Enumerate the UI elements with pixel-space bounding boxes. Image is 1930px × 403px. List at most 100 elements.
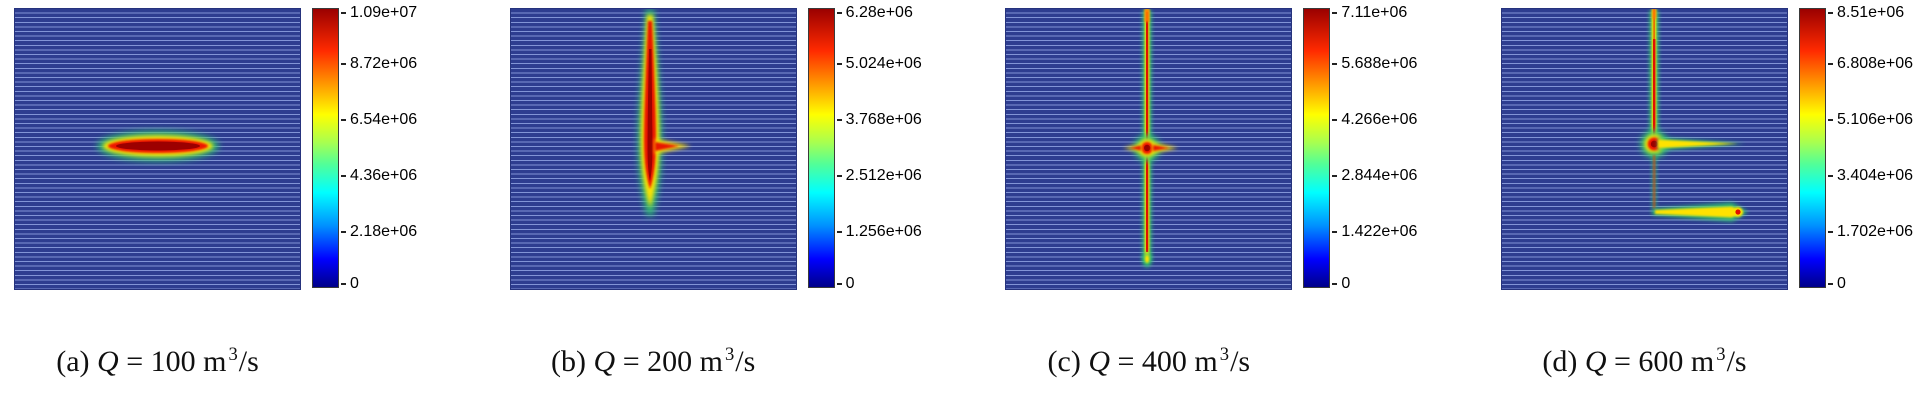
caption-unit: /s <box>1230 345 1251 378</box>
colorbar-b: 6.28e+06 5.024e+06 3.768e+06 2.512e+06 1… <box>807 4 925 291</box>
colorbar-tick <box>341 12 346 15</box>
colorbar-tick-label: 8.51e+06 <box>1836 4 1905 22</box>
colorbar-tick <box>836 175 842 177</box>
caption-unit: /s <box>735 345 756 378</box>
panel-a: 1.09e+07 8.72e+06 6.54e+06 4.36e+06 2.18… <box>14 4 429 403</box>
colorbar-tick <box>1827 231 1833 233</box>
colorbar-tick <box>1332 12 1338 15</box>
caption-index: (d) <box>1542 345 1585 378</box>
plume-overlay-a <box>97 131 232 161</box>
colorbar-tick <box>836 119 842 121</box>
colorbar-labels: 6.28e+06 5.024e+06 3.768e+06 2.512e+06 1… <box>836 4 925 291</box>
caption-variable: Q <box>97 345 119 378</box>
colorbar-tick <box>1332 63 1338 65</box>
heatmap-plot-a <box>14 8 301 290</box>
colorbar-tick <box>1827 175 1833 177</box>
caption-variable: Q <box>1584 345 1607 378</box>
panel-caption-c: (c) Q = 400 m 3/s <box>1005 344 1292 379</box>
caption-exponent: 3 <box>724 344 735 365</box>
colorbar-tick <box>341 63 346 65</box>
colorbar-labels: 8.51e+06 6.808e+06 5.106e+06 3.404e+06 1… <box>1827 4 1916 291</box>
colorbar-tick-label: 4.36e+06 <box>350 167 418 184</box>
colorbar-tick <box>1827 282 1833 285</box>
colorbar-tick <box>836 12 842 15</box>
colorbar-tick-label: 5.106e+06 <box>1836 111 1914 128</box>
colorbar-gradient <box>1798 8 1826 288</box>
colorbar-tick <box>836 231 842 233</box>
caption-index: (c) <box>1047 345 1089 378</box>
heatmap-plot-b <box>509 8 797 290</box>
plume-overlay-d <box>1640 9 1748 222</box>
caption-value: = 100 m <box>118 345 227 378</box>
panel-caption-a: (a) Q = 100 m 3/s <box>14 344 301 379</box>
colorbar-tick-label: 6.54e+06 <box>350 111 418 128</box>
injection-lens <box>97 131 232 161</box>
colorbar-labels: 7.11e+06 5.688e+06 4.266e+06 2.844e+06 1… <box>1332 4 1420 291</box>
colorbar-a: 1.09e+07 8.72e+06 6.54e+06 4.36e+06 2.18… <box>312 4 429 291</box>
caption-value: = 400 m <box>1110 345 1218 378</box>
vertical-filament <box>1649 9 1659 147</box>
colorbar-tick <box>341 282 346 285</box>
caption-value: = 600 m <box>1606 345 1715 378</box>
caption-unit: /s <box>1726 345 1747 378</box>
plume-overlay-c <box>1123 9 1179 267</box>
colorbar-tick-label: 4.266e+06 <box>1341 111 1418 128</box>
downward-connector <box>1651 153 1657 209</box>
plume-right-wing <box>654 139 691 154</box>
colorbar-c: 7.11e+06 5.688e+06 4.266e+06 2.844e+06 1… <box>1303 4 1420 291</box>
panel-caption-b: (b) Q = 200 m 3/s <box>510 344 797 379</box>
colorbar-tick-label: 6.808e+06 <box>1836 55 1914 72</box>
panel-c: 7.11e+06 5.688e+06 4.266e+06 2.844e+06 1… <box>1005 4 1420 403</box>
colorbar-tick-label: 1.702e+06 <box>1836 223 1914 240</box>
panel-caption-d: (d) Q = 600 m 3/s <box>1501 344 1788 379</box>
colorbar-tick <box>341 175 346 177</box>
heatmap-plot-c <box>1005 8 1293 290</box>
caption-variable: Q <box>593 345 616 378</box>
heatmap-plot-d <box>1500 8 1788 290</box>
colorbar-tick-label: 3.768e+06 <box>845 111 922 128</box>
filament-bottom-tip <box>1142 253 1152 267</box>
colorbar-tick-label: 7.11e+06 <box>1341 4 1408 22</box>
vertical-plume <box>637 9 662 216</box>
colorbar-tick-label: 2.512e+06 <box>845 167 922 184</box>
lower-right-spread <box>1651 202 1748 222</box>
colorbar-tick-label: 5.024e+06 <box>845 55 922 72</box>
plume-overlay-b <box>637 9 691 216</box>
colorbar-gradient <box>312 8 339 288</box>
hotspot-wings <box>1123 143 1179 153</box>
colorbar-tick-label: 0 <box>350 274 359 292</box>
colorbar-tick-label: 2.844e+06 <box>1341 167 1418 184</box>
colorbar-tick <box>1332 175 1338 177</box>
colorbar-tick <box>1332 231 1338 233</box>
colorbar-tick-label: 3.404e+06 <box>1836 167 1914 184</box>
colorbar-tick-label: 0 <box>845 274 855 292</box>
colorbar-tick <box>1332 282 1338 285</box>
colorbar-tick-label: 6.28e+06 <box>845 4 913 22</box>
caption-unit: /s <box>238 345 259 378</box>
colorbar-tick-label: 1.422e+06 <box>1341 223 1418 240</box>
panel-b: 6.28e+06 5.024e+06 3.768e+06 2.512e+06 1… <box>509 4 925 403</box>
caption-index: (b) <box>551 345 594 378</box>
caption-variable: Q <box>1088 345 1110 378</box>
colorbar-tick-label: 1.09e+07 <box>350 4 418 22</box>
caption-value: = 200 m <box>615 345 723 378</box>
long-right-wing <box>1657 137 1745 151</box>
colorbar-tick <box>1332 119 1338 121</box>
panel-d: 8.51e+06 6.808e+06 5.106e+06 3.404e+06 1… <box>1500 4 1916 403</box>
colorbar-tick-label: 0 <box>1341 274 1351 292</box>
center-hotspot <box>1134 135 1161 161</box>
colorbar-tick-label: 1.256e+06 <box>845 223 922 240</box>
colorbar-tick <box>341 119 346 121</box>
caption-index: (a) <box>56 345 98 378</box>
colorbar-tick <box>341 231 346 233</box>
caption-exponent: 3 <box>1716 344 1726 365</box>
colorbar-tick <box>1827 119 1833 121</box>
colorbar-tick <box>1827 12 1833 15</box>
colorbar-tick <box>836 63 842 65</box>
colorbar-gradient <box>1303 8 1331 288</box>
colorbar-tick-label: 8.72e+06 <box>350 55 418 72</box>
colorbar-tick <box>1827 63 1833 65</box>
colorbar-tick <box>836 282 842 285</box>
caption-exponent: 3 <box>1219 344 1230 365</box>
